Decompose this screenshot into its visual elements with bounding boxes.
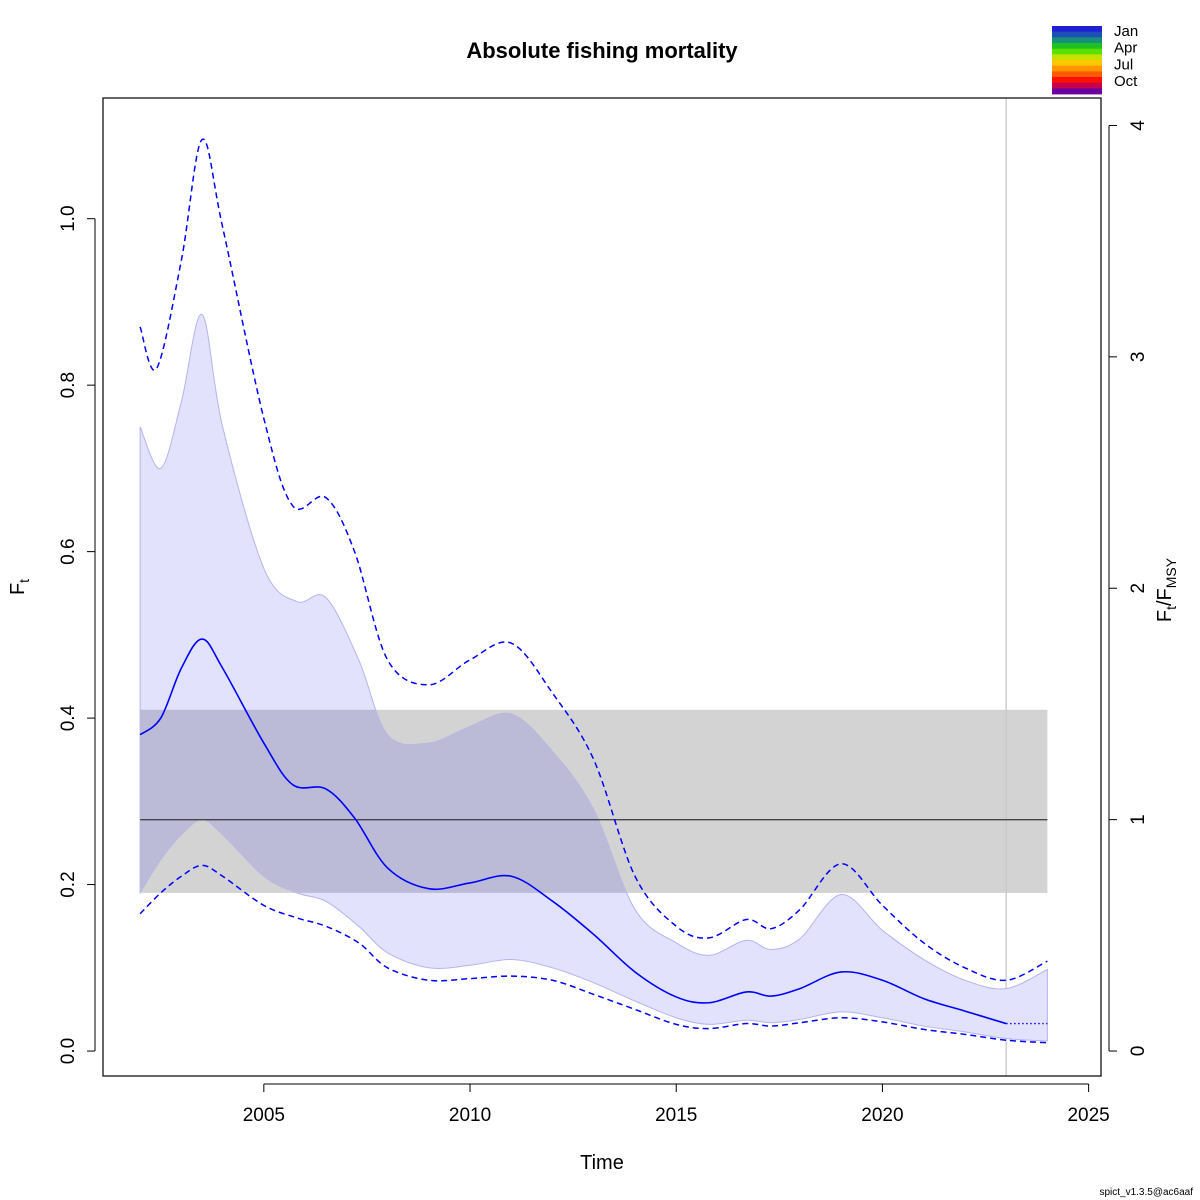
y-tick-label-3: 0.6 (58, 538, 79, 564)
legend-label-jul: Jul (1114, 56, 1133, 73)
legend-label-apr: Apr (1114, 40, 1137, 57)
legend-swatch-1 (1052, 31, 1102, 38)
x-tick-label-2015: 2015 (655, 1105, 697, 1126)
x-tick-label-2020: 2020 (861, 1105, 903, 1126)
legend-label-oct: Oct (1114, 73, 1138, 90)
f-estimate-line (139, 638, 1007, 1025)
plot-area (139, 98, 1048, 1076)
y-axis-label-main: F (7, 583, 29, 595)
legend-swatch-9 (1052, 77, 1102, 84)
y2-tick-label-4: 4 (1128, 120, 1149, 131)
x-tick-label-2010: 2010 (449, 1105, 491, 1126)
y-tick-label-0: 0.0 (58, 1038, 79, 1064)
ribbon-band-overlap (140, 709, 627, 893)
y2-tick-label-1: 1 (1128, 814, 1149, 825)
x-axis-label: Time (580, 1152, 624, 1174)
y2-axis-label: Ft/FMSY (1154, 557, 1179, 622)
y2-tick-label-2: 2 (1128, 583, 1149, 594)
x-tick-label-2025: 2025 (1067, 1105, 1109, 1126)
y2-axis-label-sep: / (1154, 600, 1176, 606)
y2-tick-label-0: 0 (1128, 1046, 1149, 1057)
footer-version: spict_v1.3.5@ac6aaf (1099, 1187, 1193, 1198)
legend-swatch-5 (1052, 54, 1102, 61)
chart-title: Absolute fishing mortality (466, 38, 738, 63)
lower-dashed-bound-line (139, 864, 1048, 1044)
legend-swatch-8 (1052, 71, 1102, 78)
y2-axis-label-b-sub: MSY (1163, 557, 1179, 588)
y2-axis-label-b: F (1154, 588, 1176, 600)
y-tick-label-1: 0.2 (58, 871, 79, 897)
legend-swatch-10 (1052, 82, 1102, 89)
y-axis-label-sub: t (16, 579, 32, 583)
legend-swatch-11 (1052, 88, 1102, 95)
y2-axis-label-a: F (1154, 610, 1176, 622)
y-tick-label-4: 0.8 (58, 372, 79, 398)
plot-frame (102, 97, 1102, 1077)
legend-swatch-3 (1052, 43, 1102, 50)
y-tick-label-2: 0.4 (58, 704, 79, 731)
x-tick-label-2005: 2005 (243, 1105, 285, 1126)
axes: 2005 2010 2015 2020 2025 0.0 0.2 0.4 0.6 0.8 1.0 0 1… (58, 120, 1149, 1126)
legend-swatch-6 (1052, 60, 1102, 67)
y2-axis-label-a-sub: t (1163, 606, 1179, 610)
upper-dashed-bound-line (139, 138, 1048, 982)
legend-swatch-0 (1052, 26, 1102, 33)
legend-label-jan: Jan (1114, 23, 1138, 40)
y-axis-label: Ft (7, 579, 32, 595)
y-tick-label-5: 1.0 (58, 205, 79, 231)
y2-tick-label-3: 3 (1128, 352, 1149, 363)
f-confidence-ribbon (139, 313, 1048, 1042)
legend-swatch-2 (1052, 37, 1102, 44)
legend-swatch-4 (1052, 48, 1102, 55)
legend-swatch-7 (1052, 65, 1102, 72)
